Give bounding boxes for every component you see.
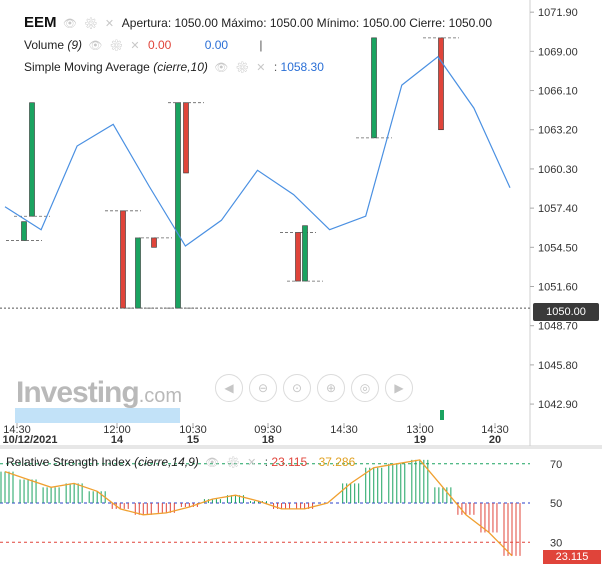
rsi-value: 23.115 [271, 455, 308, 469]
date-tick-label: 15 [187, 434, 199, 446]
price-tick-label: 1048.70 [538, 321, 578, 333]
rsi-param: (cierre,14,9) [134, 455, 199, 469]
volume-icons[interactable]: 👁 ⚙ ✕ [88, 40, 142, 52]
rsi-tick-label: 50 [550, 498, 562, 510]
rsi-tick-label: 30 [550, 537, 562, 549]
volume-value-red: 0.00 [148, 38, 172, 52]
candle [438, 37, 444, 131]
rsi-badge: 23.115 [543, 550, 601, 564]
candle [21, 221, 27, 241]
visibility-icons[interactable]: 👁 ⚙ ✕ [62, 18, 117, 30]
main-gridlines [0, 0, 602, 449]
price-tick-label: 1051.60 [538, 282, 578, 294]
time-tick-label: 14:30 [3, 424, 31, 436]
candle [120, 210, 126, 309]
scroll-left-button[interactable]: ◀ [215, 374, 243, 402]
candle [151, 237, 157, 248]
sma-series-line [4, 55, 511, 247]
rsi-legend: Relative Strength Index (cierre,14,9) 👁 … [6, 455, 356, 469]
volume-bars [15, 408, 444, 423]
rsi-line [4, 459, 513, 557]
rsi-icons[interactable]: 👁 ⚙ ✕ [205, 457, 259, 469]
time-tick-label: 14:30 [330, 424, 358, 436]
chart-nav-controls: ◀ ⊖ ⊙ ⊕ ◎ ▶ [215, 374, 413, 402]
price-tick-label: 1057.40 [538, 203, 578, 215]
reset-zoom-button[interactable]: ⊙ [283, 374, 311, 402]
time-tick-label: 10:30 [179, 424, 207, 436]
time-tick-label: 12:00 [103, 424, 131, 436]
candle [295, 232, 301, 282]
price-tick-label: 1071.90 [538, 7, 578, 19]
ohlc-readout: Apertura: 1050.00 Máximo: 1050.00 Mínimo… [121, 16, 493, 30]
zoom-out-button[interactable]: ⊖ [249, 374, 277, 402]
candle [29, 102, 35, 217]
current-price-badge: 1050.00 [533, 303, 599, 321]
date-tick-label: 14 [111, 434, 124, 446]
sma-line [4, 55, 511, 247]
logo-suffix: .com [138, 385, 183, 407]
volume-label: Volume [24, 38, 65, 52]
ticker-symbol: EEM [24, 14, 57, 31]
sma-label: Simple Moving Average [24, 60, 150, 74]
fit-button[interactable]: ◎ [351, 374, 379, 402]
volume-param: (9) [67, 38, 83, 52]
sma-icons[interactable]: 👁 ⚙ ✕ [214, 62, 268, 74]
sma-param: (cierre,10) [153, 60, 208, 74]
candle [135, 237, 141, 309]
candle [183, 102, 189, 174]
rsi-panel [0, 459, 521, 557]
price-tick-label: 1045.80 [538, 360, 578, 372]
price-tick-label: 1054.50 [538, 242, 578, 254]
date-tick-label: 20 [489, 434, 501, 446]
rsi-tick-label: 70 [550, 459, 562, 471]
header-legend: EEM 👁 ⚙ ✕ Apertura: 1050.00 Máximo: 1050… [24, 14, 492, 31]
price-tick-label: 1042.90 [538, 399, 578, 411]
time-tick-label: 13:00 [406, 424, 434, 436]
rsi-label: Relative Strength Index [6, 455, 131, 469]
date-tick-label: 10/12/2021 [2, 434, 57, 446]
candle [371, 37, 377, 139]
price-tick-label: 1066.10 [538, 86, 578, 98]
price-tick-label: 1063.20 [538, 125, 578, 137]
time-tick-label: 09:30 [254, 424, 282, 436]
price-axis: 1071.90 1069.00 1066.10 1063.20 1060.30 1057.… [530, 7, 578, 411]
rsi-axis: 70 50 30 [550, 459, 562, 550]
time-tick-label: 14:30 [481, 424, 509, 436]
logo-main: Investing [16, 376, 140, 409]
time-axis: 14:3010/12/202112:001410:301509:301814:3… [2, 423, 509, 446]
volume-bar [440, 410, 444, 420]
volume-bar [15, 408, 180, 423]
price-tick-label: 1069.00 [538, 46, 578, 58]
zoom-in-button[interactable]: ⊕ [317, 374, 345, 402]
sma-value: 1058.30 [280, 60, 324, 74]
sma-legend: Simple Moving Average (cierre,10) 👁 ⚙ ✕ … [24, 60, 324, 74]
candle [175, 102, 181, 309]
rsi-signal-value: 37.286 [318, 455, 356, 469]
investing-logo: Investing.com [16, 376, 182, 410]
date-tick-label: 19 [414, 434, 426, 446]
candlestick-series [6, 37, 459, 309]
candle [302, 225, 308, 282]
scroll-right-button[interactable]: ▶ [385, 374, 413, 402]
volume-value-blue: 0.00 [204, 38, 229, 52]
volume-legend: Volume (9) 👁 ⚙ ✕ 0.00 0.00 | [24, 38, 263, 52]
cursor-marker: | [259, 38, 263, 52]
price-tick-label: 1060.30 [538, 164, 578, 176]
date-tick-label: 18 [262, 434, 274, 446]
